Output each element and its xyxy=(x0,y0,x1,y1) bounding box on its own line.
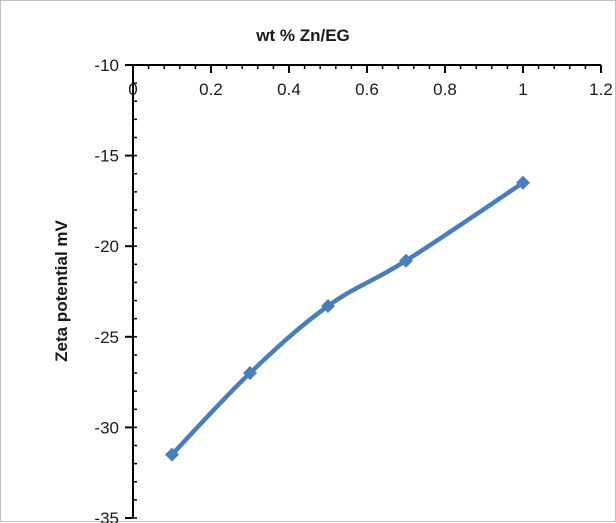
data-point-marker xyxy=(321,298,335,313)
y-axis-title: Zeta potential mV xyxy=(52,219,71,361)
y-tick-label: -25 xyxy=(94,328,119,347)
series-line xyxy=(169,180,526,457)
x-axis-title: wt % Zn/EG xyxy=(255,26,350,45)
data-point-marker xyxy=(516,175,530,190)
x-tick-label: 0.4 xyxy=(277,80,301,99)
x-tick-label: 0 xyxy=(128,80,137,99)
x-tick-label: 1 xyxy=(518,80,527,99)
y-tick-label: -30 xyxy=(94,418,119,437)
axes-group: 0 0.2 0.4 0.6 0.8 1 1.2 -10 -15 -20 -25 -30 -35 xyxy=(94,56,612,523)
data-point-marker xyxy=(399,253,413,268)
y-tick-label: -10 xyxy=(94,56,119,75)
x-tick-label: 0.6 xyxy=(355,80,379,99)
x-tick-label: 0.2 xyxy=(199,80,223,99)
x-tick-label: 1.2 xyxy=(589,80,613,99)
data-point-marker xyxy=(165,447,179,462)
x-tick-label: 0.8 xyxy=(433,80,457,99)
y-tick-label: -20 xyxy=(94,237,119,256)
y-ticks: -10 -15 -20 -25 -30 -35 xyxy=(94,56,137,523)
y-tick-label: -15 xyxy=(94,147,119,166)
series-layer xyxy=(165,175,530,462)
y-tick-label: -35 xyxy=(94,509,119,523)
x-ticks: 0 0.2 0.4 0.6 0.8 1 1.2 xyxy=(128,65,613,99)
data-point-marker xyxy=(243,366,257,381)
